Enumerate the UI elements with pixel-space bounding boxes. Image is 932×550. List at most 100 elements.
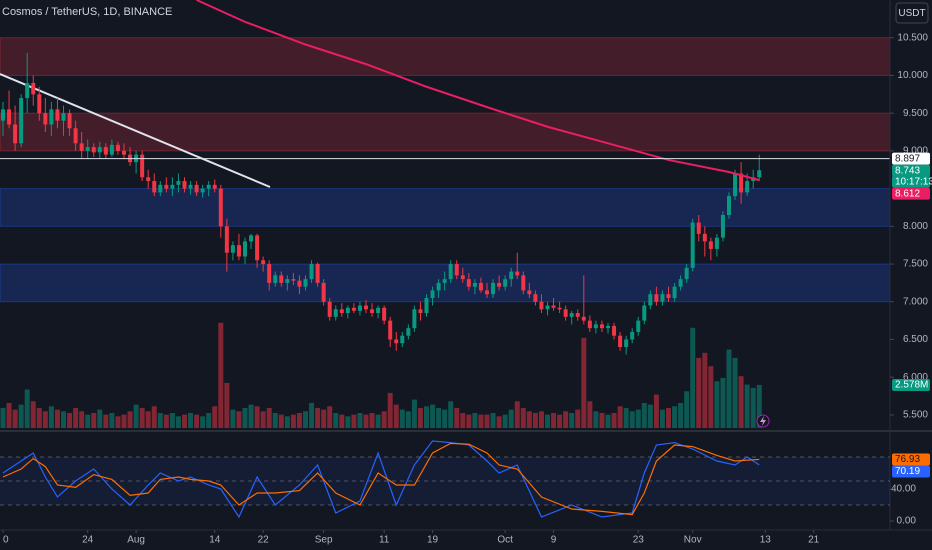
candle-body	[515, 271, 520, 276]
volume-bar	[575, 409, 581, 428]
volume-bar	[363, 414, 369, 428]
currency-button[interactable]	[895, 2, 929, 24]
volume-bar	[97, 409, 103, 428]
volume-bar	[714, 381, 720, 428]
candle-body	[303, 279, 308, 287]
candle-body	[636, 320, 641, 332]
volume-bar	[708, 366, 714, 428]
volume-bar	[151, 406, 157, 428]
candle-body	[696, 222, 701, 234]
candle-body	[654, 294, 659, 302]
volume-bar	[194, 414, 200, 428]
stoch-layer	[0, 440, 890, 519]
volume-bar	[587, 401, 593, 428]
candle-body	[527, 290, 532, 295]
candle-body	[49, 109, 54, 125]
candle-body	[370, 309, 375, 314]
volume-bar	[18, 404, 24, 428]
candle-body	[521, 275, 526, 291]
volume-bar	[605, 414, 611, 428]
candle-body	[297, 280, 302, 287]
volume-label-box	[892, 378, 930, 391]
candle-body	[25, 82, 30, 99]
volume-bar	[387, 392, 393, 428]
candle-body	[97, 147, 102, 153]
volume-bar	[581, 337, 587, 428]
volume-bar	[629, 411, 635, 428]
volume-bar	[127, 411, 133, 428]
candle-body	[164, 184, 169, 189]
volume-bar	[339, 414, 345, 428]
volume-bar	[254, 406, 260, 428]
y-tick-label: 10.500	[897, 32, 928, 43]
candle-body	[497, 282, 502, 287]
volume-bar	[678, 402, 684, 428]
zone	[0, 188, 891, 227]
last-price-label-box	[892, 164, 930, 177]
x-tick-label: Aug	[127, 535, 145, 546]
stoch-band-fill	[0, 457, 890, 505]
volume-bar	[61, 411, 66, 428]
moving-average	[196, 0, 760, 182]
candle-body	[79, 143, 84, 151]
volume-bar	[351, 414, 357, 428]
stoch-tick-label: 0.00	[897, 516, 917, 527]
candle-body	[708, 241, 713, 249]
y-tick-label: 7.000	[903, 296, 928, 307]
volume-bar	[163, 414, 169, 428]
countdown-label-box	[892, 175, 930, 188]
candle-body	[702, 233, 707, 242]
candle-body	[503, 279, 508, 287]
volume-bar	[6, 402, 12, 428]
volume-bar	[448, 401, 454, 428]
x-tick-label: Nov	[684, 535, 702, 546]
candle-body	[67, 113, 72, 129]
volume-bar	[417, 407, 423, 428]
candle-body	[13, 124, 18, 144]
volume-bar	[653, 394, 659, 428]
volume-bar	[538, 411, 544, 428]
candle-body	[170, 184, 175, 189]
volume-bar	[756, 384, 762, 428]
candle-body	[140, 154, 145, 178]
volume-bar	[436, 407, 442, 428]
volume-bar	[647, 404, 653, 428]
volume-bar	[242, 407, 248, 428]
volume-bar	[272, 412, 278, 428]
candle-body	[315, 264, 320, 283]
candle-body	[61, 113, 66, 121]
volume-bar	[182, 414, 187, 428]
y-tick-label: 9.500	[903, 108, 928, 119]
volume-bar	[411, 399, 417, 428]
candle-body	[400, 335, 405, 344]
candle-body	[91, 147, 96, 153]
candle-body	[666, 294, 671, 298]
volume-layer	[0, 322, 762, 428]
volume-bar	[599, 412, 605, 428]
candle-body	[230, 245, 235, 253]
candle-body	[412, 309, 417, 329]
volume-bar	[309, 402, 315, 428]
candle-body	[581, 316, 586, 321]
volume-bar	[48, 406, 54, 428]
volume-bar	[115, 416, 121, 428]
candle-body	[224, 226, 229, 253]
volume-bar	[224, 382, 230, 428]
volume-bar	[551, 412, 557, 428]
candle-body	[478, 282, 483, 291]
volume-bar	[357, 412, 363, 428]
candle-body	[236, 245, 241, 257]
y-tick-label: 7.500	[903, 259, 928, 270]
volume-bar	[85, 414, 91, 428]
candle-body	[345, 307, 350, 314]
currency-label[interactable]: USDT	[898, 8, 925, 19]
candle-body	[460, 275, 465, 280]
volume-bar	[496, 416, 502, 428]
candle-body	[569, 313, 574, 317]
volume-bar	[690, 327, 696, 428]
y-tick-label: 10.000	[897, 70, 928, 81]
volume-bar	[738, 376, 744, 428]
candle-body	[430, 290, 435, 298]
candle-body	[261, 260, 266, 265]
